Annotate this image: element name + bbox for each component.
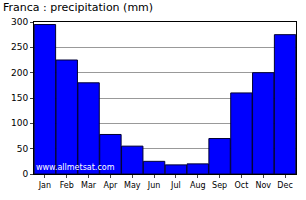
svg-text:250: 250	[11, 42, 28, 52]
svg-text:May: May	[124, 181, 141, 190]
svg-text:Jul: Jul	[170, 181, 181, 190]
svg-text:Franca : precipitation (mm): Franca : precipitation (mm)	[3, 1, 153, 14]
svg-text:100: 100	[11, 118, 28, 128]
svg-text:Sep: Sep	[212, 181, 227, 190]
svg-text:150: 150	[11, 93, 28, 103]
svg-text:Jun: Jun	[147, 181, 161, 190]
svg-text:Jan: Jan	[38, 181, 51, 190]
svg-text:www.allmetsat.com: www.allmetsat.com	[36, 163, 115, 172]
svg-text:Aug: Aug	[190, 181, 206, 190]
svg-text:Nov: Nov	[255, 181, 271, 190]
svg-text:50: 50	[17, 144, 29, 154]
svg-text:Feb: Feb	[60, 181, 74, 190]
svg-text:300: 300	[11, 17, 28, 27]
svg-text:200: 200	[11, 68, 28, 78]
svg-text:Apr: Apr	[103, 181, 118, 190]
svg-text:0: 0	[22, 169, 28, 179]
svg-text:Dec: Dec	[277, 181, 292, 190]
svg-text:Mar: Mar	[81, 181, 97, 190]
svg-text:Oct: Oct	[234, 181, 248, 190]
